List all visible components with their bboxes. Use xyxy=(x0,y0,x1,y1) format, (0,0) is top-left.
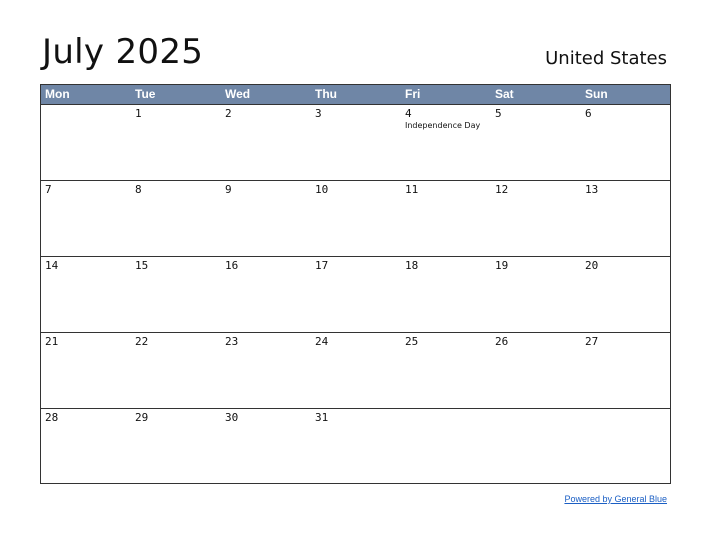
day-cell: 6 xyxy=(581,105,670,180)
week-row: 1 2 3 4 Independence Day 5 6 xyxy=(41,105,670,181)
day-number: 20 xyxy=(585,259,599,272)
weekday-header-row: Mon Tue Wed Thu Fri Sat Sun xyxy=(41,85,670,105)
day-number: 18 xyxy=(405,259,419,272)
week-row: 21 22 23 24 25 26 27 xyxy=(41,333,670,409)
day-cell: 8 xyxy=(131,181,221,256)
day-cell: 12 xyxy=(491,181,581,256)
day-number: 4 xyxy=(405,107,412,120)
day-cell: 2 xyxy=(221,105,311,180)
day-number: 21 xyxy=(45,335,59,348)
day-number: 23 xyxy=(225,335,239,348)
day-cell: 31 xyxy=(311,409,401,483)
day-number: 28 xyxy=(45,411,59,424)
weekday-header: Sun xyxy=(585,87,608,101)
week-row: 28 29 30 31 xyxy=(41,409,670,483)
day-cell: 29 xyxy=(131,409,221,483)
day-cell xyxy=(401,409,491,483)
day-cell xyxy=(41,105,131,180)
day-number: 15 xyxy=(135,259,149,272)
day-cell xyxy=(581,409,670,483)
country-label: United States xyxy=(545,48,667,69)
day-number: 24 xyxy=(315,335,329,348)
day-cell: 7 xyxy=(41,181,131,256)
day-number: 19 xyxy=(495,259,509,272)
day-cell: 26 xyxy=(491,333,581,408)
day-number: 3 xyxy=(315,107,322,120)
day-number: 12 xyxy=(495,183,509,196)
day-number: 9 xyxy=(225,183,232,196)
day-cell: 28 xyxy=(41,409,131,483)
day-cell: 23 xyxy=(221,333,311,408)
day-number: 25 xyxy=(405,335,419,348)
day-cell: 11 xyxy=(401,181,491,256)
day-number: 7 xyxy=(45,183,52,196)
day-cell: 20 xyxy=(581,257,670,332)
day-cell: 1 xyxy=(131,105,221,180)
day-cell: 15 xyxy=(131,257,221,332)
day-number: 31 xyxy=(315,411,329,424)
day-cell: 16 xyxy=(221,257,311,332)
week-row: 14 15 16 17 18 19 20 xyxy=(41,257,670,333)
weekday-header: Thu xyxy=(315,87,337,101)
weekday-header: Fri xyxy=(405,87,421,101)
day-number: 13 xyxy=(585,183,599,196)
weekday-header: Wed xyxy=(225,87,251,101)
day-number: 6 xyxy=(585,107,592,120)
weekday-header: Sat xyxy=(495,87,514,101)
holiday-label: Independence Day xyxy=(405,121,481,130)
day-cell: 19 xyxy=(491,257,581,332)
day-number: 26 xyxy=(495,335,509,348)
day-number: 10 xyxy=(315,183,329,196)
day-cell: 30 xyxy=(221,409,311,483)
day-number: 16 xyxy=(225,259,239,272)
day-number: 11 xyxy=(405,183,419,196)
day-cell: 13 xyxy=(581,181,670,256)
day-cell: 24 xyxy=(311,333,401,408)
day-cell: 10 xyxy=(311,181,401,256)
day-cell: 17 xyxy=(311,257,401,332)
day-cell: 22 xyxy=(131,333,221,408)
day-number: 1 xyxy=(135,107,142,120)
day-cell: 25 xyxy=(401,333,491,408)
day-cell: 4 Independence Day xyxy=(401,105,491,180)
day-number: 27 xyxy=(585,335,599,348)
day-number: 14 xyxy=(45,259,59,272)
day-number: 30 xyxy=(225,411,239,424)
day-cell: 21 xyxy=(41,333,131,408)
day-number: 2 xyxy=(225,107,232,120)
week-row: 7 8 9 10 11 12 13 xyxy=(41,181,670,257)
day-cell: 9 xyxy=(221,181,311,256)
weekday-header: Tue xyxy=(135,87,156,101)
day-number: 8 xyxy=(135,183,142,196)
day-number: 17 xyxy=(315,259,329,272)
day-cell: 14 xyxy=(41,257,131,332)
day-cell: 27 xyxy=(581,333,670,408)
day-number: 22 xyxy=(135,335,149,348)
day-cell xyxy=(491,409,581,483)
day-number: 5 xyxy=(495,107,502,120)
weekday-header: Mon xyxy=(45,87,70,101)
powered-by-link[interactable]: Powered by General Blue xyxy=(564,494,667,504)
calendar-grid: Mon Tue Wed Thu Fri Sat Sun 1 2 3 4 Inde… xyxy=(40,84,671,484)
day-cell: 18 xyxy=(401,257,491,332)
day-cell: 5 xyxy=(491,105,581,180)
calendar-title: July 2025 xyxy=(42,32,204,72)
day-cell: 3 xyxy=(311,105,401,180)
day-number: 29 xyxy=(135,411,149,424)
